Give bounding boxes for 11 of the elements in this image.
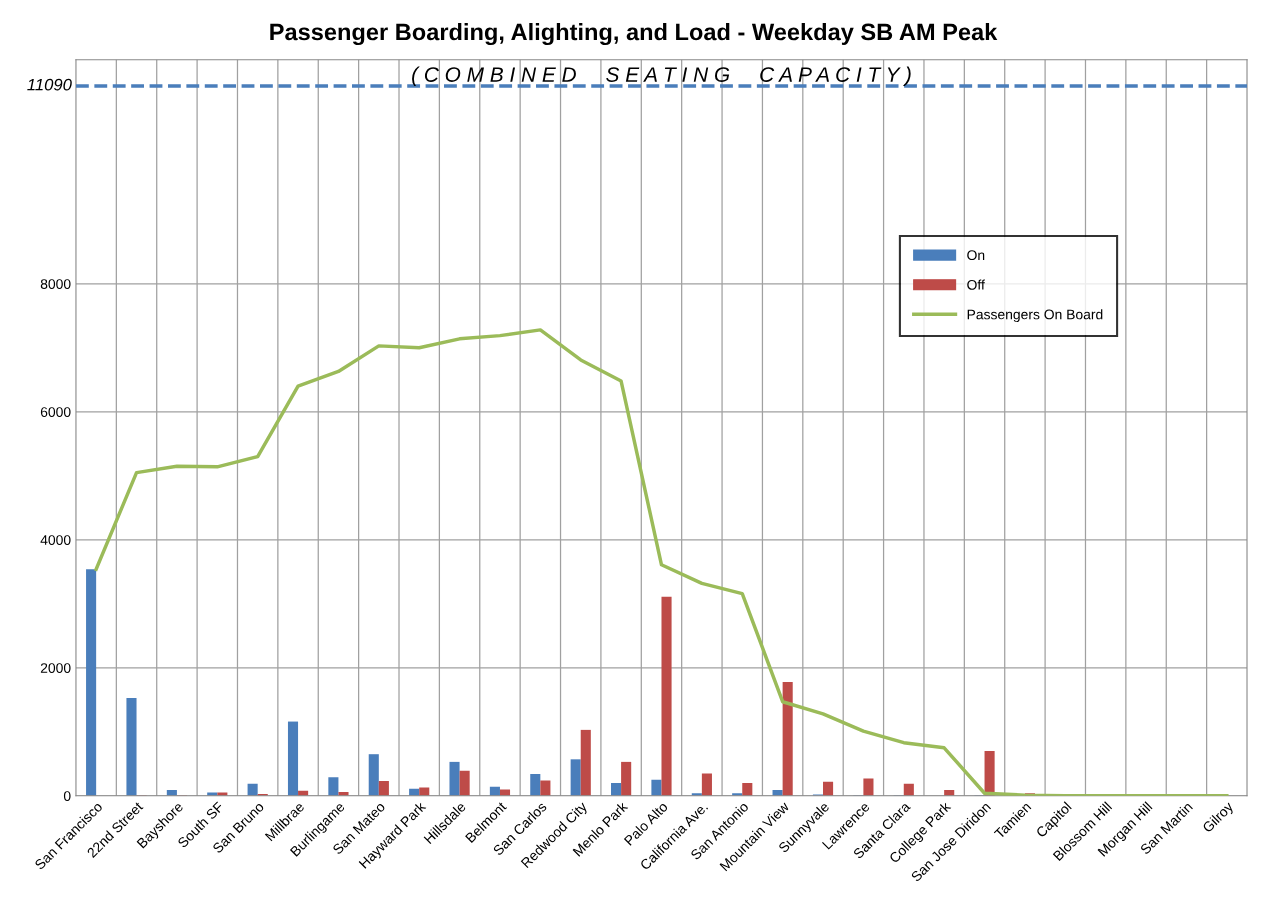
legend-label: Passengers On Board: [967, 309, 1103, 323]
chart-title: Passenger Boarding, Alighting, and Load - Weekday SB AM Peak: [270, 23, 998, 46]
legend-label: On: [967, 250, 985, 261]
y-tick-label: 2000: [40, 663, 71, 673]
legend-label: Off: [967, 279, 985, 290]
ref-line-label: 11090: [27, 78, 72, 91]
y-tick-label: 4000: [40, 535, 71, 545]
y-tick-label: 0: [63, 791, 71, 801]
y-tick-label: 6000: [40, 407, 71, 417]
y-tick-label: 8000: [40, 279, 71, 289]
annotation: ( C O M B I N E D S E A T I N G C A P A C I T Y ): [412, 66, 911, 87]
